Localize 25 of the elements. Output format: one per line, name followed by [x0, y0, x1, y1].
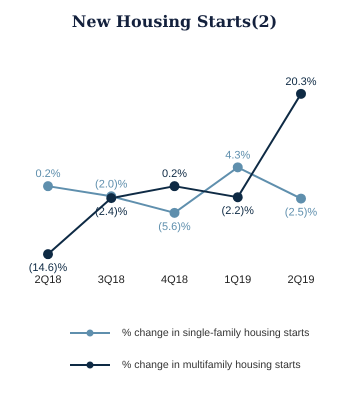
- point: [43, 181, 53, 192]
- x-tick-label: 2Q18: [34, 274, 62, 286]
- data-label: (14.6)%: [28, 262, 68, 274]
- point: [296, 194, 306, 204]
- point: [232, 162, 243, 172]
- point: [43, 249, 53, 260]
- legend-label: % change in single-family housing starts: [122, 327, 310, 339]
- data-label: (2.0)%: [95, 178, 128, 190]
- x-tick-label: 3Q18: [98, 274, 125, 286]
- data-label: 0.2%: [35, 168, 61, 180]
- x-tick-label: 1Q19: [224, 274, 252, 286]
- legend-label: % change in multifamily housing starts: [122, 359, 301, 371]
- x-tick-label: 2Q19: [288, 274, 314, 286]
- point: [296, 88, 306, 99]
- data-label: (2.2)%: [222, 205, 254, 218]
- data-label: 0.2%: [162, 168, 188, 180]
- point: [170, 181, 180, 192]
- data-label: (2.5)%: [284, 206, 318, 219]
- data-label: 20.3%: [285, 76, 317, 88]
- data-label: 4.3%: [225, 149, 250, 162]
- point: [232, 192, 243, 202]
- x-tick-label: 4Q18: [161, 274, 188, 286]
- data-label: (5.6)%: [158, 220, 191, 233]
- chart-title: New Housing Starts(2): [70, 12, 278, 31]
- point: [170, 208, 180, 218]
